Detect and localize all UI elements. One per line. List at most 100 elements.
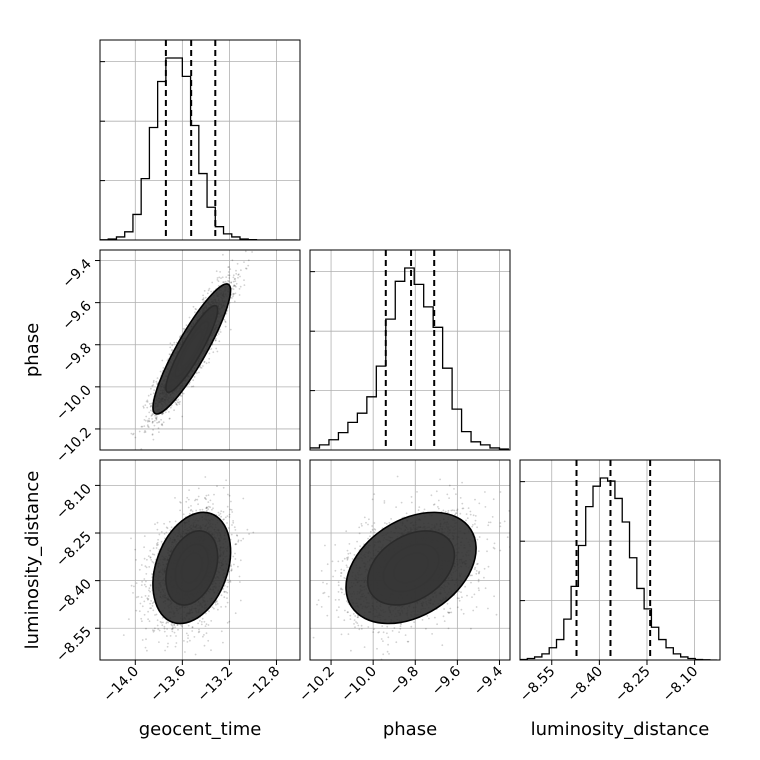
sample-point <box>173 341 176 344</box>
sample-point <box>179 394 182 397</box>
sample-point <box>196 498 199 501</box>
sample-point <box>168 411 170 413</box>
sample-point <box>226 515 229 517</box>
sample-point <box>152 413 155 415</box>
sample-point <box>155 543 158 545</box>
sample-point <box>147 598 150 600</box>
sample-point <box>230 508 233 511</box>
sample-point <box>167 642 169 645</box>
sample-point <box>209 499 212 502</box>
panel-geocent_time-phase: −10.2−10.0−9.8−9.6−9.4 <box>53 215 301 466</box>
sample-point <box>203 361 206 363</box>
sample-point <box>202 294 205 297</box>
sample-point <box>143 431 146 434</box>
sample-point <box>149 607 152 610</box>
sample-point <box>233 284 236 287</box>
sample-point <box>155 380 158 383</box>
sample-point <box>245 267 248 270</box>
sample-point <box>164 649 167 652</box>
sample-point <box>144 404 147 406</box>
sample-point <box>201 617 204 620</box>
sample-point <box>151 553 154 556</box>
sample-point <box>144 646 147 649</box>
sample-point <box>220 630 223 633</box>
sample-point <box>236 534 239 537</box>
sample-point <box>188 489 191 491</box>
sample-point <box>173 409 176 412</box>
sample-point <box>140 425 143 428</box>
sample-point <box>194 308 197 310</box>
sample-point <box>252 531 255 534</box>
sample-point <box>140 584 143 586</box>
sample-point <box>207 508 210 511</box>
sample-point <box>204 497 207 500</box>
sample-point <box>182 327 185 330</box>
sample-point <box>188 383 191 385</box>
sample-point <box>161 412 164 415</box>
sample-point <box>155 547 158 549</box>
sample-point <box>147 419 149 422</box>
sample-point <box>154 614 156 616</box>
sample-point <box>149 556 152 559</box>
sample-point <box>232 295 234 298</box>
sample-point <box>183 640 185 642</box>
sample-point <box>218 276 221 279</box>
sample-point <box>144 419 147 422</box>
sample-point <box>214 339 217 342</box>
sample-point <box>142 406 145 409</box>
sample-point <box>231 259 234 262</box>
sample-point <box>139 602 142 605</box>
sample-point <box>243 279 245 281</box>
sample-point <box>199 366 202 369</box>
sample-point <box>236 262 239 265</box>
sample-point <box>171 627 174 630</box>
sample-point <box>168 353 171 355</box>
sample-point <box>148 587 151 590</box>
sample-point <box>174 497 176 499</box>
sample-point <box>235 272 238 275</box>
sample-point <box>259 215 261 217</box>
sample-point <box>227 280 230 283</box>
sample-point <box>170 628 173 631</box>
sample-point <box>228 266 230 268</box>
sample-point <box>204 296 207 299</box>
sample-point <box>237 274 240 276</box>
sample-point <box>214 601 217 604</box>
sample-point <box>217 280 220 283</box>
sample-point <box>151 602 154 605</box>
sample-point <box>230 569 233 572</box>
sample-point <box>230 568 233 570</box>
sample-point <box>141 620 143 623</box>
sample-point <box>237 276 239 279</box>
sample-point <box>153 553 156 556</box>
sample-point <box>157 628 160 630</box>
sample-point <box>205 498 208 501</box>
sample-point <box>145 638 147 641</box>
sample-point <box>130 432 133 435</box>
sample-point <box>233 293 236 295</box>
sample-point <box>154 523 156 526</box>
sample-point <box>156 377 159 379</box>
sample-point <box>192 379 195 382</box>
sample-point <box>216 485 218 487</box>
sample-point <box>192 385 195 388</box>
sample-point <box>239 285 242 288</box>
sample-point <box>151 421 154 423</box>
sample-point <box>234 285 236 287</box>
sample-point <box>220 277 222 279</box>
sample-point <box>179 509 182 512</box>
sample-point <box>141 639 144 641</box>
sample-point <box>172 626 175 629</box>
sample-point <box>228 274 231 277</box>
sample-point <box>232 280 235 283</box>
sample-point <box>173 624 176 626</box>
sample-point <box>215 603 217 606</box>
sample-point <box>177 401 180 404</box>
histogram-geocent_time <box>100 57 298 240</box>
sample-point <box>229 268 232 270</box>
sample-point <box>215 270 218 273</box>
y-tick-label: −9.4 <box>59 256 94 291</box>
sample-point <box>149 556 152 558</box>
sample-point <box>176 624 179 626</box>
